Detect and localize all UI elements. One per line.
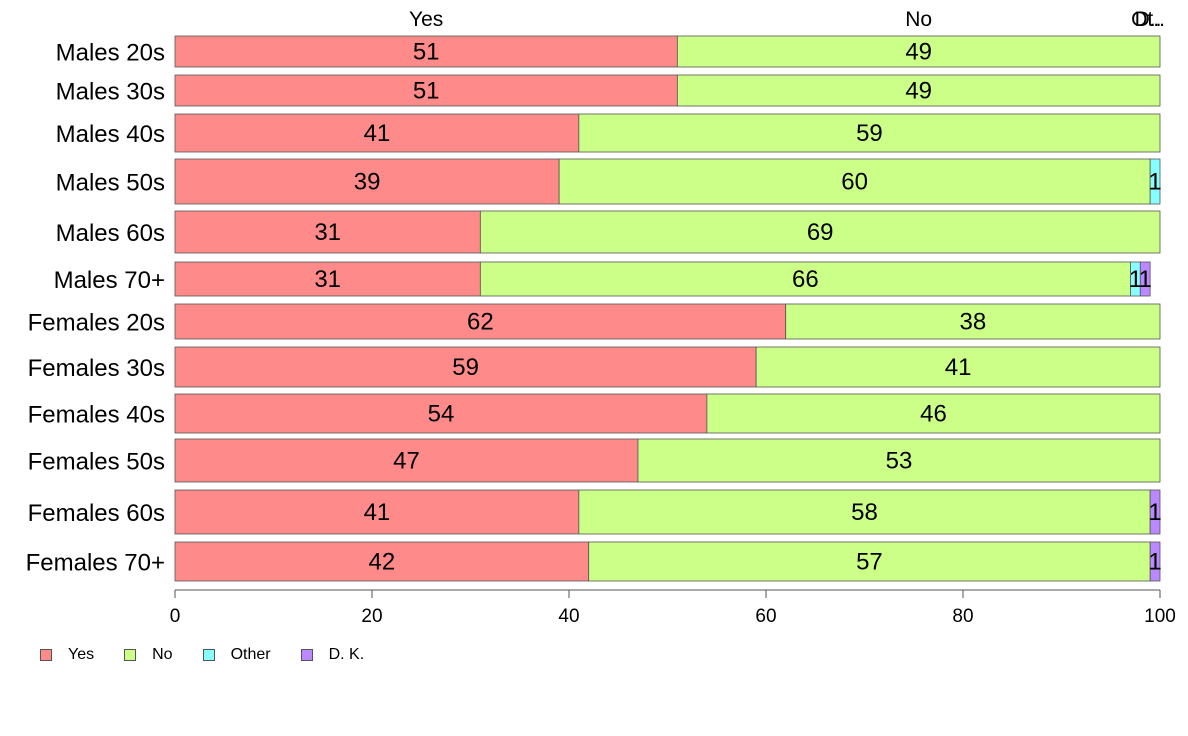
- value-label-yes-females-70: 42: [368, 549, 395, 576]
- legend-swatch-dk: [300, 649, 313, 661]
- bar-yes-females-30s: [174, 346, 757, 388]
- category-label-females-70: Females 70+: [26, 550, 165, 577]
- value-label-no-females-60s: 58: [851, 499, 878, 526]
- value-label-d-k-males-70: 1: [1139, 266, 1152, 293]
- value-label-no-males-50s: 60: [841, 169, 868, 196]
- value-label-no-females-30s: 41: [945, 354, 972, 381]
- bar-no-females-30s: [755, 346, 1161, 388]
- bar-no-males-20s: [676, 35, 1161, 68]
- bar-no-females-50s: [637, 438, 1161, 483]
- category-label-females-40s: Females 40s: [28, 402, 165, 429]
- value-label-yes-females-20s: 62: [467, 309, 494, 336]
- value-label-no-females-50s: 53: [886, 448, 913, 475]
- bar-yes-males-50s: [174, 158, 560, 205]
- category-label-males-40s: Males 40s: [56, 121, 165, 148]
- bar-yes-females-70: [174, 541, 590, 582]
- value-label-yes-females-30s: 59: [452, 354, 479, 381]
- legend-label-yes: Yes: [68, 646, 95, 663]
- bar-no-males-60s: [479, 210, 1161, 254]
- category-label-males-50s: Males 50s: [56, 170, 165, 197]
- legend-label-no: No: [152, 646, 173, 663]
- value-label-yes-males-40s: 41: [364, 120, 391, 147]
- legend-swatch-no: [124, 649, 137, 661]
- legend-item-yes: Yes: [40, 646, 94, 664]
- value-label-no-females-40s: 46: [920, 401, 947, 428]
- legend-label-other: Other: [230, 646, 271, 663]
- value-label-yes-males-20s: 51: [413, 39, 440, 66]
- bar-no-males-70: [479, 261, 1131, 297]
- category-label-males-60s: Males 60s: [56, 220, 165, 247]
- x-tick-label-60: 60: [755, 606, 776, 627]
- legend-swatch-yes: [40, 649, 52, 661]
- legend: Yes No Other D. K.: [40, 646, 394, 664]
- bar-d-k-males-70: [1139, 261, 1151, 297]
- legend-swatch-other: [202, 649, 215, 661]
- category-label-females-30s: Females 30s: [28, 355, 165, 382]
- bar-yes-males-40s: [174, 113, 580, 153]
- top-series-label-yes: Yes: [409, 8, 443, 31]
- bar-no-males-40s: [578, 113, 1161, 153]
- bar-no-females-60s: [578, 489, 1151, 535]
- value-label-no-males-30s: 49: [905, 78, 932, 105]
- bar-d-k-females-70: [1149, 541, 1161, 582]
- value-label-yes-females-40s: 54: [428, 401, 455, 428]
- top-series-label-ot: Ot..: [1131, 8, 1165, 31]
- bar-yes-males-30s: [174, 74, 678, 107]
- value-label-no-males-40s: 59: [856, 120, 883, 147]
- top-series-label-no: No: [905, 8, 932, 31]
- bar-no-females-70: [588, 541, 1151, 582]
- bar-yes-females-40s: [174, 393, 708, 434]
- value-label-yes-males-70: 31: [314, 266, 341, 293]
- top-series-label-d: D..: [1135, 8, 1162, 31]
- bar-no-females-20s: [785, 303, 1161, 340]
- x-tick-label-100: 100: [1144, 606, 1176, 627]
- x-tick-label-0: 0: [170, 606, 181, 627]
- x-tick-label-40: 40: [558, 606, 579, 627]
- bar-yes-males-70: [174, 261, 481, 297]
- value-label-no-females-20s: 38: [959, 309, 986, 336]
- value-label-yes-females-60s: 41: [364, 499, 391, 526]
- category-label-males-30s: Males 30s: [56, 79, 165, 106]
- bar-yes-females-60s: [174, 489, 580, 535]
- value-label-no-males-60s: 69: [807, 219, 834, 246]
- value-label-no-males-20s: 49: [905, 39, 932, 66]
- legend-item-dk: D. K.: [300, 646, 365, 664]
- bar-no-females-40s: [706, 393, 1161, 434]
- value-label-no-females-70: 57: [856, 549, 883, 576]
- category-label-females-60s: Females 60s: [28, 500, 165, 527]
- bar-no-males-50s: [558, 158, 1151, 205]
- category-label-males-20s: Males 20s: [56, 40, 165, 67]
- legend-item-no: No: [124, 646, 173, 664]
- value-label-yes-males-30s: 51: [413, 78, 440, 105]
- x-tick-label-20: 20: [361, 606, 382, 627]
- value-label-yes-males-50s: 39: [354, 169, 381, 196]
- value-label-d-k-females-70: 1: [1148, 549, 1161, 576]
- bar-other-males-50s: [1149, 158, 1161, 205]
- bar-yes-males-20s: [174, 35, 678, 68]
- value-label-yes-males-60s: 31: [314, 219, 341, 246]
- bar-yes-females-50s: [174, 438, 639, 483]
- legend-item-other: Other: [202, 646, 271, 664]
- value-label-d-k-females-60s: 1: [1148, 499, 1161, 526]
- value-label-other-males-70: 1: [1129, 266, 1142, 293]
- category-label-females-20s: Females 20s: [28, 310, 165, 337]
- category-label-females-50s: Females 50s: [28, 449, 165, 476]
- value-label-no-males-70: 66: [792, 266, 819, 293]
- category-label-males-70: Males 70+: [54, 267, 165, 294]
- bar-yes-females-20s: [174, 303, 787, 340]
- bar-yes-males-60s: [174, 210, 481, 254]
- value-label-other-males-50s: 1: [1148, 169, 1161, 196]
- bar-no-males-30s: [676, 74, 1161, 107]
- value-label-yes-females-50s: 47: [393, 448, 420, 475]
- x-tick-label-80: 80: [952, 606, 973, 627]
- bar-d-k-females-60s: [1149, 489, 1161, 535]
- legend-label-dk: D. K.: [328, 646, 365, 663]
